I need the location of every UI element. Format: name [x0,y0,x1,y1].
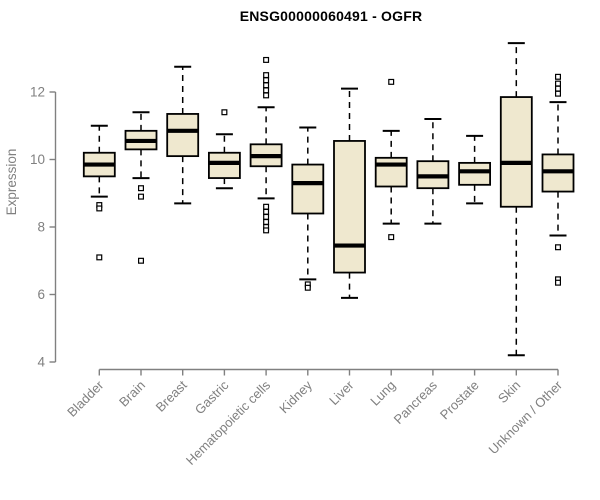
box-gastric [207,109,241,190]
y-tick-label-8: 8 [37,220,45,235]
y-tick-label-6: 6 [37,287,45,302]
outlier-point [554,279,561,286]
outlier-point [263,208,270,215]
outlier-point [263,203,270,210]
box-skin [499,42,533,357]
box-brain [124,111,158,264]
y-axis: 4 6 8 10 12 Expression [4,85,57,370]
x-tick-label-gastric: Gastric [192,377,232,417]
x-tick-label-skin: Skin [495,378,523,406]
outlier-point [263,77,270,84]
outlier-point [263,218,270,225]
outlier-point [221,109,228,116]
x-tick-label-unknown-other: Unknown / Other [486,377,566,457]
box-lung [374,78,408,241]
outlier-point [304,284,311,291]
box-bladder [82,124,116,261]
outlier-point [554,244,561,251]
box-kidney [291,126,325,291]
outlier-point [263,87,270,94]
outlier-point [96,205,103,212]
x-tick-label-pancreas: Pancreas [391,377,441,427]
outlier-point [263,56,270,63]
box-pancreas [416,118,450,225]
outlier-point [263,227,270,234]
outlier-point [388,78,395,85]
outlier-point [263,82,270,89]
box-breast [166,65,200,205]
box-unknown-other [541,73,575,286]
x-tick-label-bladder: Bladder [64,377,107,420]
y-axis-title: Expression [4,149,19,216]
x-tick-label-prostate: Prostate [437,378,482,423]
y-tick-label-4: 4 [37,355,45,370]
outlier-point [554,80,561,87]
outlier-point [263,72,270,79]
outlier-point [138,185,145,192]
outlier-point [554,85,561,92]
y-tick-label-12: 12 [30,85,45,100]
x-tick-label-liver: Liver [326,377,357,408]
outlier-point [388,234,395,241]
box-liver [333,87,366,299]
box-hematopoietic-cells [249,56,283,234]
outlier-point [138,193,145,200]
box-prostate [458,134,492,205]
outlier-point [554,90,561,97]
x-tick-label-lung: Lung [367,378,398,409]
x-tick-label-brain: Brain [116,378,148,410]
y-tick-label-10: 10 [30,152,45,167]
x-tick-label-kidney: Kidney [276,377,315,416]
outlier-point [96,254,103,261]
outlier-point [263,92,270,99]
outlier-point [138,257,145,264]
x-tick-label-breast: Breast [153,377,190,414]
outlier-point [554,73,561,80]
chart-title: ENSG00000060491 - OGFR [239,8,423,24]
outlier-point [263,213,270,220]
